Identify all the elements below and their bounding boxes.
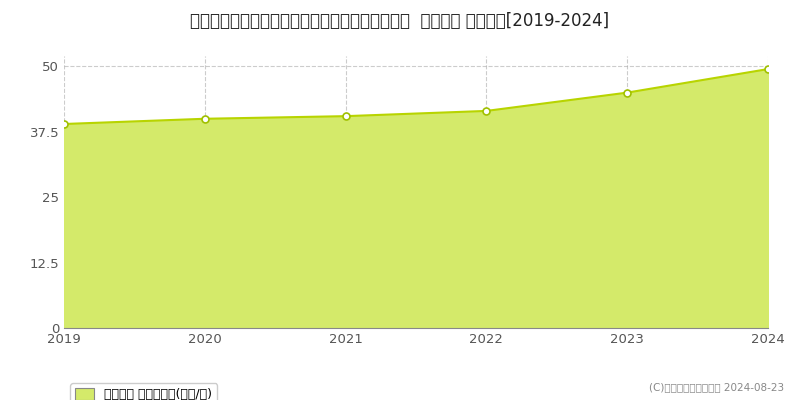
Text: 兵庫県明石市大久保町ゆりのき通２丁目１５番１  地価公示 地価推移[2019-2024]: 兵庫県明石市大久保町ゆりのき通２丁目１５番１ 地価公示 地価推移[2019-20… [190, 12, 610, 30]
Text: (C)土地価格ドットコム 2024-08-23: (C)土地価格ドットコム 2024-08-23 [649, 382, 784, 392]
Legend: 地価公示 平均坪単価(万円/坪): 地価公示 平均坪単価(万円/坪) [70, 383, 217, 400]
